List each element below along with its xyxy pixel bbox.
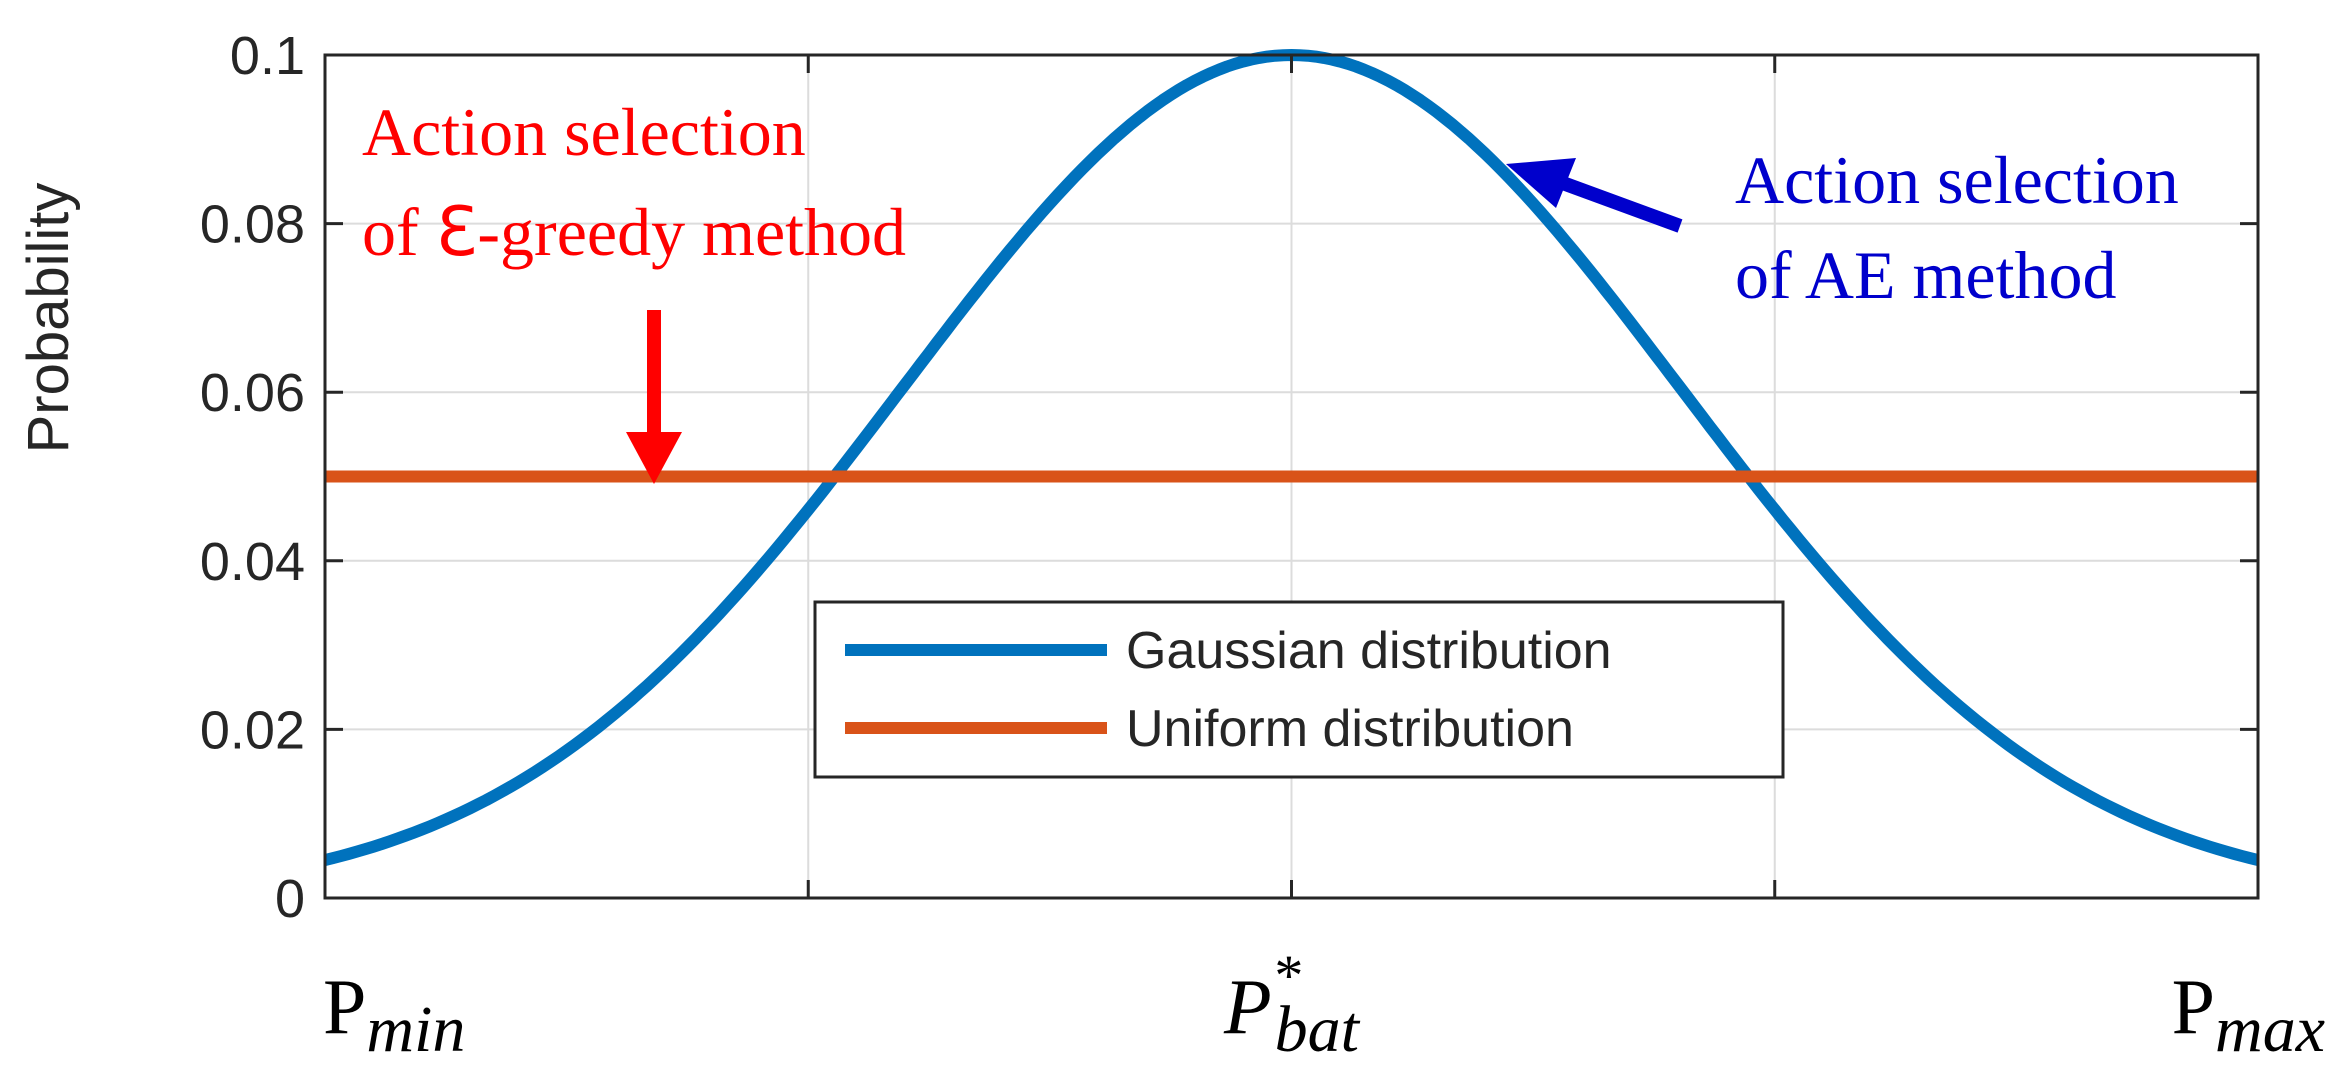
y-tick-label-1: 0.02 <box>200 700 305 760</box>
legend-label-uniform: Uniform distribution <box>1126 700 1574 758</box>
annotation-epsilon-arrowhead <box>626 432 682 484</box>
y-tick-label-5: 0.1 <box>230 26 305 86</box>
y-tick-label-3: 0.06 <box>200 363 305 423</box>
annotation-epsilon-greedy: Action selection of ℇ-greedy method <box>362 94 906 484</box>
tick-layer: 0 0.02 0.04 0.06 0.08 0.1 <box>200 26 2260 929</box>
x-category-label-2: Pmax <box>2172 963 2325 1066</box>
y-tick-label-0: 0 <box>275 869 305 929</box>
annotation-ae-line-1: Action selection <box>1735 142 2179 218</box>
y-tick-label-4: 0.08 <box>200 195 305 255</box>
legend-box <box>813 600 1785 779</box>
legend: Gaussian distribution Uniform distributi… <box>813 600 1785 779</box>
annotation-ae-method: Action selection of AE method <box>1506 142 2179 313</box>
annotation-epsilon-line-1: Action selection <box>362 94 806 170</box>
y-axis-label: Probability <box>16 183 81 454</box>
annotation-ae-line-2: of AE method <box>1735 237 2117 313</box>
annotation-ae-arrowhead <box>1506 158 1576 208</box>
legend-label-gaussian: Gaussian distribution <box>1126 622 1612 680</box>
x-category-labels: Pmin P* bat Pmax <box>323 943 2325 1066</box>
y-tick-label-2: 0.04 <box>200 532 305 592</box>
x-category-label-0: Pmin <box>323 963 465 1066</box>
x-category-label-1: P* bat <box>1223 943 1361 1066</box>
annotation-epsilon-line-2: of ℇ-greedy method <box>362 194 906 270</box>
annotation-ae-arrow-shaft <box>1557 175 1683 233</box>
